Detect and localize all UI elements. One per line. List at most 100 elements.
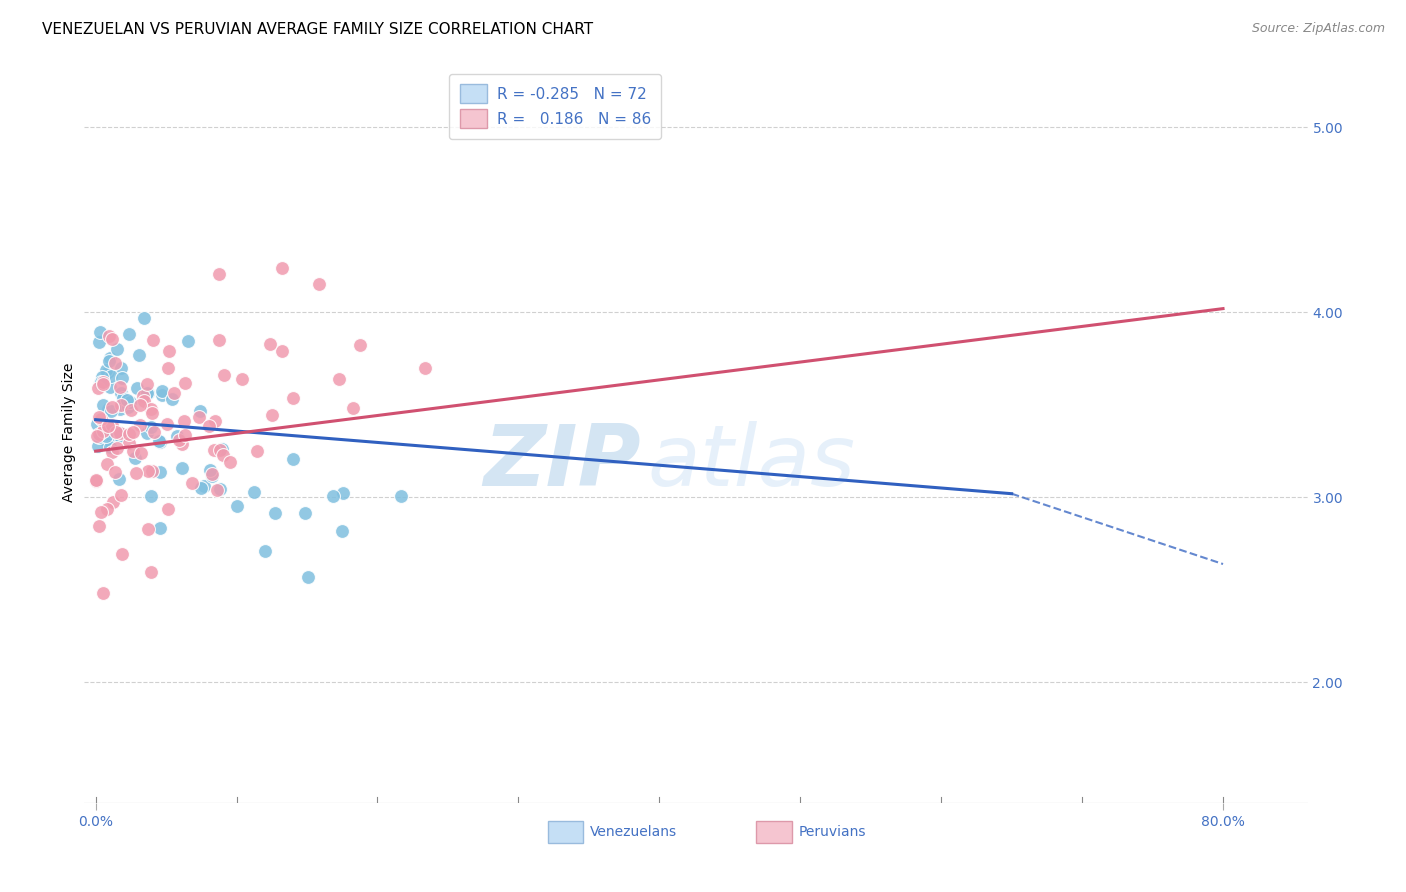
Point: [84, 473, 107, 487]
Point: [97, 365, 120, 379]
Point: [89, 376, 111, 390]
Point: [122, 443, 145, 458]
Point: [107, 425, 129, 439]
Point: [208, 482, 231, 496]
Point: [190, 481, 212, 495]
Point: [149, 465, 172, 479]
Point: [283, 451, 305, 466]
Point: [94, 433, 117, 447]
Point: [108, 429, 131, 443]
Point: [105, 425, 128, 439]
Point: [413, 361, 436, 376]
Point: [188, 404, 211, 418]
Point: [332, 486, 354, 500]
Point: [150, 384, 173, 398]
Point: [97, 328, 120, 343]
Point: [139, 401, 162, 416]
Text: VENEZUELAN VS PERUVIAN AVERAGE FAMILY SIZE CORRELATION CHART: VENEZUELAN VS PERUVIAN AVERAGE FAMILY SI…: [42, 22, 593, 37]
Point: [87, 427, 110, 442]
Point: [177, 334, 200, 349]
Point: [342, 401, 364, 415]
Point: [89, 519, 111, 533]
Point: [198, 418, 221, 433]
Point: [208, 442, 231, 457]
Point: [100, 424, 122, 438]
Point: [322, 489, 344, 503]
Point: [226, 500, 249, 514]
Point: [98, 380, 121, 394]
Point: [112, 391, 135, 405]
Point: [135, 426, 157, 441]
Point: [167, 434, 190, 448]
Point: [101, 417, 124, 432]
Point: [259, 337, 281, 351]
Point: [110, 385, 132, 400]
Text: ZIP: ZIP: [484, 421, 641, 504]
Point: [91, 398, 114, 412]
Point: [110, 361, 132, 376]
Point: [294, 506, 316, 520]
Point: [91, 424, 114, 438]
Point: [148, 434, 170, 449]
Point: [87, 334, 110, 349]
Point: [349, 338, 371, 352]
Point: [111, 371, 134, 385]
Point: [118, 436, 141, 450]
Point: [132, 310, 155, 325]
Text: atlas: atlas: [647, 421, 855, 504]
Point: [128, 348, 150, 362]
Point: [108, 379, 131, 393]
Point: [264, 506, 287, 520]
Point: [243, 485, 266, 500]
Point: [156, 502, 179, 516]
Point: [124, 451, 146, 466]
Y-axis label: Average Family Size: Average Family Size: [62, 363, 76, 502]
Point: [101, 431, 124, 445]
Point: [98, 440, 121, 454]
Point: [141, 406, 163, 420]
Point: [163, 386, 186, 401]
Point: [97, 401, 120, 416]
Point: [103, 356, 125, 370]
Point: [98, 351, 121, 365]
Point: [101, 444, 124, 458]
Point: [271, 343, 294, 358]
Point: [96, 363, 118, 377]
Point: [91, 375, 114, 389]
Point: [105, 441, 128, 455]
Point: [330, 524, 353, 539]
Point: [270, 261, 292, 276]
Point: [308, 277, 330, 291]
Point: [110, 398, 132, 412]
Point: [100, 369, 122, 384]
Point: [231, 372, 253, 386]
Point: [262, 408, 284, 422]
Point: [96, 457, 118, 471]
Point: [132, 394, 155, 409]
Point: [141, 464, 163, 478]
Point: [97, 354, 120, 368]
Point: [90, 505, 112, 519]
Point: [87, 410, 110, 425]
Point: [108, 472, 131, 486]
Text: Venezuelans: Venezuelans: [591, 825, 676, 838]
Point: [108, 426, 131, 441]
Point: [150, 388, 173, 402]
Point: [149, 521, 172, 535]
Point: [172, 461, 194, 475]
Point: [132, 389, 155, 403]
Point: [211, 442, 233, 456]
Point: [219, 455, 242, 469]
Point: [253, 544, 276, 558]
Point: [212, 368, 235, 382]
Point: [198, 463, 221, 477]
Point: [208, 333, 231, 347]
Point: [120, 403, 142, 417]
Point: [103, 465, 125, 479]
Point: [110, 488, 132, 502]
Point: [328, 372, 350, 386]
Point: [281, 392, 304, 406]
Point: [86, 417, 108, 432]
Point: [87, 382, 110, 396]
Point: [84, 474, 107, 488]
